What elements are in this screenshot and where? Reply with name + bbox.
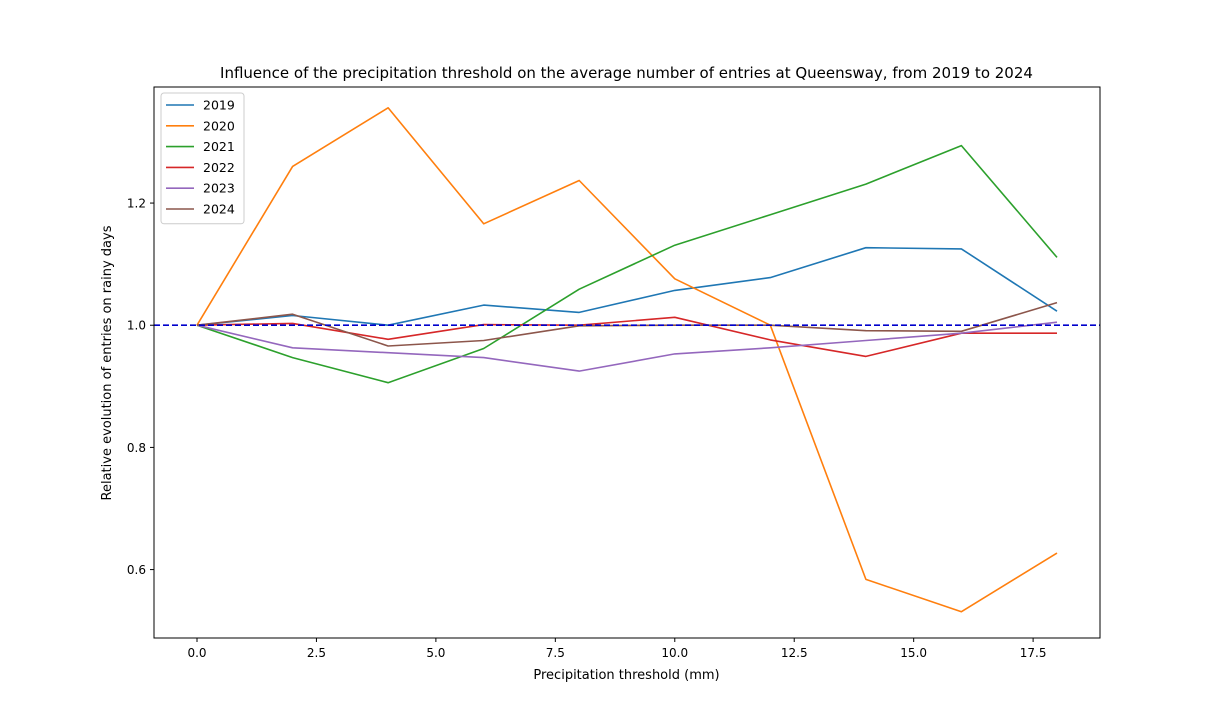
legend-label-2021: 2021 bbox=[203, 139, 235, 154]
y-tick-label: 0.8 bbox=[127, 441, 146, 455]
legend-label-2022: 2022 bbox=[203, 160, 235, 175]
series-line-2022 bbox=[196, 316, 1057, 358]
y-tick-label: 1.0 bbox=[127, 319, 146, 333]
legend-label-2020: 2020 bbox=[203, 118, 235, 133]
legend-label-2019: 2019 bbox=[203, 98, 235, 113]
series-line-2020 bbox=[196, 107, 1058, 613]
chart-title: Influence of the precipitation threshold… bbox=[220, 64, 1033, 82]
x-tick-label: 10.0 bbox=[661, 646, 688, 660]
x-tick-label: 17.5 bbox=[1020, 646, 1047, 660]
series-line-2021 bbox=[196, 144, 1058, 384]
x-tick-label: 15.0 bbox=[900, 646, 927, 660]
legend-label-2023: 2023 bbox=[203, 181, 235, 196]
legend: 2019 2020 2021 2022 2023 2024 bbox=[160, 92, 245, 225]
series-line-2023 bbox=[196, 321, 1058, 372]
y-axis-label: Relative evolution of entries on rainy d… bbox=[100, 225, 115, 500]
x-tick-label: 7.5 bbox=[546, 646, 565, 660]
x-axis-label: Precipitation threshold (mm) bbox=[533, 668, 719, 683]
x-axis-ticks: 0.0 2.5 5.0 7.5 10.0 12.5 15.0 17.5 bbox=[187, 638, 1046, 660]
x-tick-label: 2.5 bbox=[307, 646, 326, 660]
x-tick-label: 0.0 bbox=[187, 646, 206, 660]
x-tick-label: 12.5 bbox=[781, 646, 808, 660]
y-tick-label: 1.2 bbox=[127, 197, 146, 211]
plot-frame bbox=[153, 86, 1101, 639]
legend-label-2024: 2024 bbox=[203, 202, 235, 217]
x-tick-label: 5.0 bbox=[426, 646, 445, 660]
plot-lines bbox=[154, 107, 1100, 613]
y-tick-label: 0.6 bbox=[127, 563, 146, 577]
series-line-2019 bbox=[196, 246, 1058, 327]
y-axis-ticks: 0.6 0.8 1.0 1.2 bbox=[127, 197, 154, 577]
